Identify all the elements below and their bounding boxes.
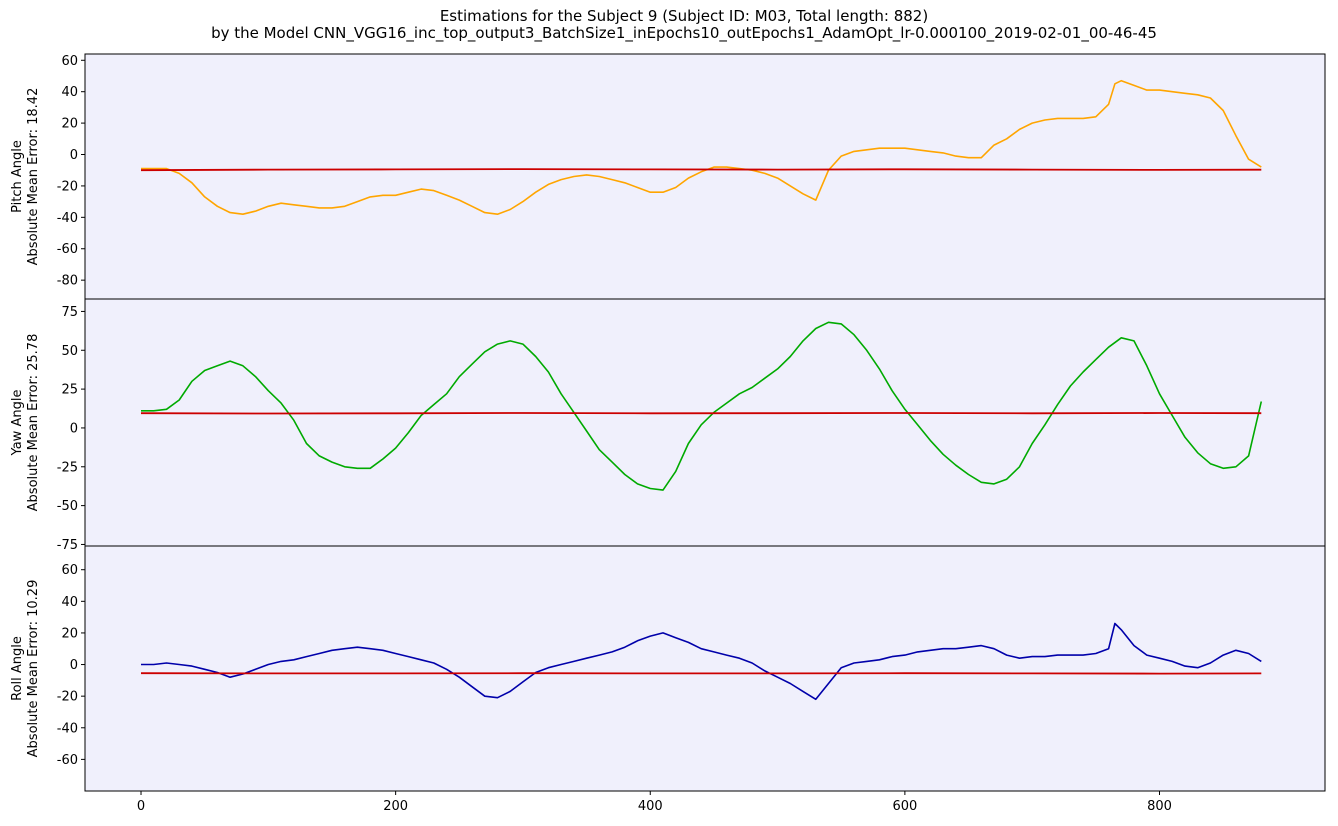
pitch-ytick-label: -80 [57,274,78,289]
pitch-ylabel-line1: Pitch Angle [10,140,25,213]
roll-ytick-label: 40 [61,595,78,610]
yaw-estimate-line [140,412,1262,415]
pitch-ytick-label: -40 [57,211,78,226]
pitch-ylabel-line2: Absolute Mean Error: 18.42 [26,88,41,266]
roll-plot-background [85,546,1325,791]
pitch-ytick-label: 60 [61,54,78,69]
roll-ground-truth-line [141,622,1262,701]
pitch-ytick-label: 40 [61,85,78,100]
yaw-ground-truth-line [141,321,1263,491]
roll-ytick-label: -40 [57,721,78,736]
pitch-estimate-line [140,168,1262,172]
yaw-ytick-label: 0 [70,421,78,436]
roll-xtick-label: 800 [1147,799,1172,814]
chart-title-line1: Estimations for the Subject 9 (Subject I… [440,7,928,25]
roll-xtick-label: 0 [137,799,145,814]
roll-ytick-label: 20 [61,626,78,641]
roll-xtick-label: 200 [383,799,408,814]
roll-ylabel-line1: Roll Angle [10,636,25,701]
yaw-plot-background [85,299,1325,546]
yaw-ytick-label: 50 [61,344,78,359]
roll-xtick-label: 600 [892,799,917,814]
roll-ytick-label: -20 [57,690,78,705]
yaw-panel: 75 50 25 0 -25 -50 -75 Yaw Angle Absolute Mean E… [10,298,1326,553]
roll-ytick-label: -60 [57,753,78,768]
yaw-ytick-label: -50 [57,499,78,514]
yaw-ytick-label: -75 [57,538,78,553]
pitch-ytick-label: -60 [57,242,78,257]
yaw-ytick-label: -25 [57,460,78,475]
pitch-panel: 60 40 20 0 -20 -40 -60 -80 Pitch Angle Absolute M… [10,53,1326,300]
yaw-ylabel-line1: Yaw Angle [10,390,25,457]
yaw-ytick-label: 75 [61,305,78,320]
roll-axes-frame [84,545,1326,792]
pitch-ytick-label: 20 [61,117,78,132]
pitch-ytick-label: -20 [57,179,78,194]
pitch-plot-background [85,54,1325,299]
roll-ylabel-line2: Absolute Mean Error: 10.29 [26,580,41,758]
roll-ytick-label: 0 [70,658,78,673]
yaw-ylabel-line2: Absolute Mean Error: 25.78 [26,334,41,512]
roll-xtick-label: 400 [638,799,663,814]
roll-ytick-label: 60 [61,563,78,578]
pitch-ytick-label: 0 [70,148,78,163]
chart-title-line2: by the Model CNN_VGG16_inc_top_output3_B… [211,24,1157,43]
yaw-ytick-label: 25 [61,383,78,398]
